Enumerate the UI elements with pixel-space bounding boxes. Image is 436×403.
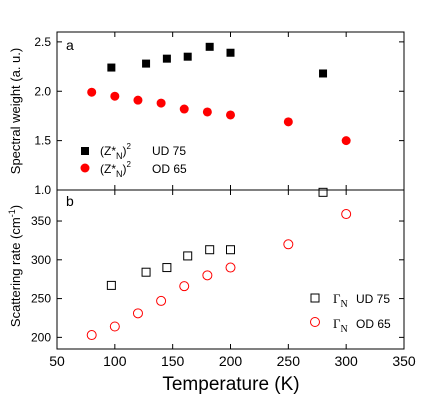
legend-a-ud75-prefix: (Z* xyxy=(100,144,116,158)
panel-b-point-od65 xyxy=(202,270,213,281)
panel-a-ytick-label: 2.0 xyxy=(34,84,51,98)
panel-a-point-ud75 xyxy=(107,63,116,72)
panel-b-ytick-label: 250 xyxy=(31,292,51,306)
legend-a-ud75-close: ) xyxy=(123,144,127,158)
panel-a-ytick-label: 2.5 xyxy=(34,35,51,49)
panel-a-point-od65 xyxy=(283,117,293,127)
legend-b-od65-sym: Γ xyxy=(333,316,341,331)
panel-a-point-od65 xyxy=(133,95,143,105)
panel-b-point-ud75 xyxy=(106,280,116,290)
x-tick-label: 100 xyxy=(103,353,127,369)
x-tick-label: 350 xyxy=(392,353,416,369)
panel-a-point-od65 xyxy=(179,104,189,114)
panel-b-point-ud75 xyxy=(141,267,151,277)
x-tick-label: 300 xyxy=(334,353,358,369)
legend-a-ud75-marker xyxy=(81,147,89,155)
panel-b-ylabel: Scattering rate (cm-1) xyxy=(7,205,23,327)
panel-b-point-od65 xyxy=(86,330,97,341)
panel-b-point-od65 xyxy=(179,281,190,292)
legend-b-od65-sub: N xyxy=(341,324,348,335)
legend-b-od65-marker xyxy=(310,317,320,327)
legend-a-od65-sub: N xyxy=(116,169,123,179)
panel-b-point-od65 xyxy=(341,209,352,220)
panel-b-ylabel-main: Scattering rate (cm xyxy=(8,217,23,327)
panel-a-letter: a xyxy=(66,37,74,53)
panel-a-point-ud75 xyxy=(162,54,171,63)
x-tick-label: 150 xyxy=(161,353,185,369)
panel-b-point-od65 xyxy=(283,239,294,250)
panel-a-point-od65 xyxy=(341,136,351,146)
legend-a-od65-label: (Z*N)2 OD 65 xyxy=(100,160,187,179)
legend-a-od65-prefix: (Z* xyxy=(100,162,116,176)
panel-a-legend: (Z*N)2 UD 75 (Z*N)2 OD 65 xyxy=(80,142,187,179)
legend-a-ud75-sup: 2 xyxy=(127,142,132,151)
panel-b-ytick-label: 300 xyxy=(31,253,51,267)
panel-b-ylabel-sup: -1 xyxy=(7,209,17,217)
panel-b-point-ud75 xyxy=(226,245,235,255)
panel-b-letter: b xyxy=(66,193,74,209)
panel-a-point-ud75 xyxy=(142,59,151,68)
panel-b-frame xyxy=(56,189,405,350)
panel-a-point-ud75 xyxy=(226,48,235,57)
panel-a-ytick-label: 1.0 xyxy=(34,183,51,197)
legend-a-od65-sup: 2 xyxy=(127,160,132,169)
panel-b-point-ud75 xyxy=(183,251,193,261)
panel-b-point-od65 xyxy=(225,262,236,273)
panel-a-point-od65 xyxy=(87,87,97,97)
panel-a-ytick-label: 1.5 xyxy=(34,134,51,148)
legend-b-ud75-marker xyxy=(310,293,320,303)
x-tick-label: 200 xyxy=(219,353,243,369)
panel-b-legend: ΓN UD 75 ΓN OD 65 xyxy=(310,291,391,335)
panel-b-ytick-label: 200 xyxy=(31,330,51,344)
panel-a-point-od65 xyxy=(226,110,235,120)
legend-b-od65-label: ΓN OD 65 xyxy=(333,316,391,335)
panel-a-point-ud75 xyxy=(205,42,214,51)
panel-b-point-ud75 xyxy=(162,263,172,273)
x-tick-label: 250 xyxy=(277,353,301,369)
panel-b-point-ud75 xyxy=(205,245,215,255)
panel-b-point-od65 xyxy=(156,295,167,306)
panel-a-point-ud75 xyxy=(183,52,192,61)
panel-b-ytick-label: 350 xyxy=(31,214,51,228)
legend-b-ud75-sub: N xyxy=(341,299,348,310)
panel-a-point-ud75 xyxy=(319,69,328,78)
legend-a-od65-close: ) xyxy=(123,162,127,176)
legend-b-ud75-sample: UD 75 xyxy=(356,292,390,306)
chart-marks: 1.0 1.5 2.0 2.5 200 250 300 350 50 100 150 200 250 30… xyxy=(31,32,416,369)
panel-a-ylabel: Spectral weight (a. u.) xyxy=(8,48,23,174)
legend-b-ud75-sym: Γ xyxy=(333,291,341,306)
legend-b-ud75-label: ΓN UD 75 xyxy=(333,291,390,310)
panel-b-point-ud75 xyxy=(318,187,328,197)
panel-a-point-od65 xyxy=(202,107,212,117)
legend-a-ud75-sub: N xyxy=(116,151,123,161)
legend-a-od65-marker xyxy=(80,163,90,173)
panel-a-point-od65 xyxy=(156,98,166,108)
legend-a-ud75-sample: UD 75 xyxy=(152,144,186,158)
legend-a-od65-sample: OD 65 xyxy=(152,162,187,176)
panel-b-ylabel-close: ) xyxy=(8,205,23,209)
x-axis-label: Temperature (K) xyxy=(162,374,299,395)
x-tick-label: 50 xyxy=(49,353,65,369)
panel-b-point-od65 xyxy=(109,321,120,332)
panel-a-point-od65 xyxy=(110,91,120,101)
panel-b-point-od65 xyxy=(132,308,143,319)
legend-b-od65-sample: OD 65 xyxy=(356,317,391,331)
legend-a-ud75-label: (Z*N)2 UD 75 xyxy=(100,142,186,161)
